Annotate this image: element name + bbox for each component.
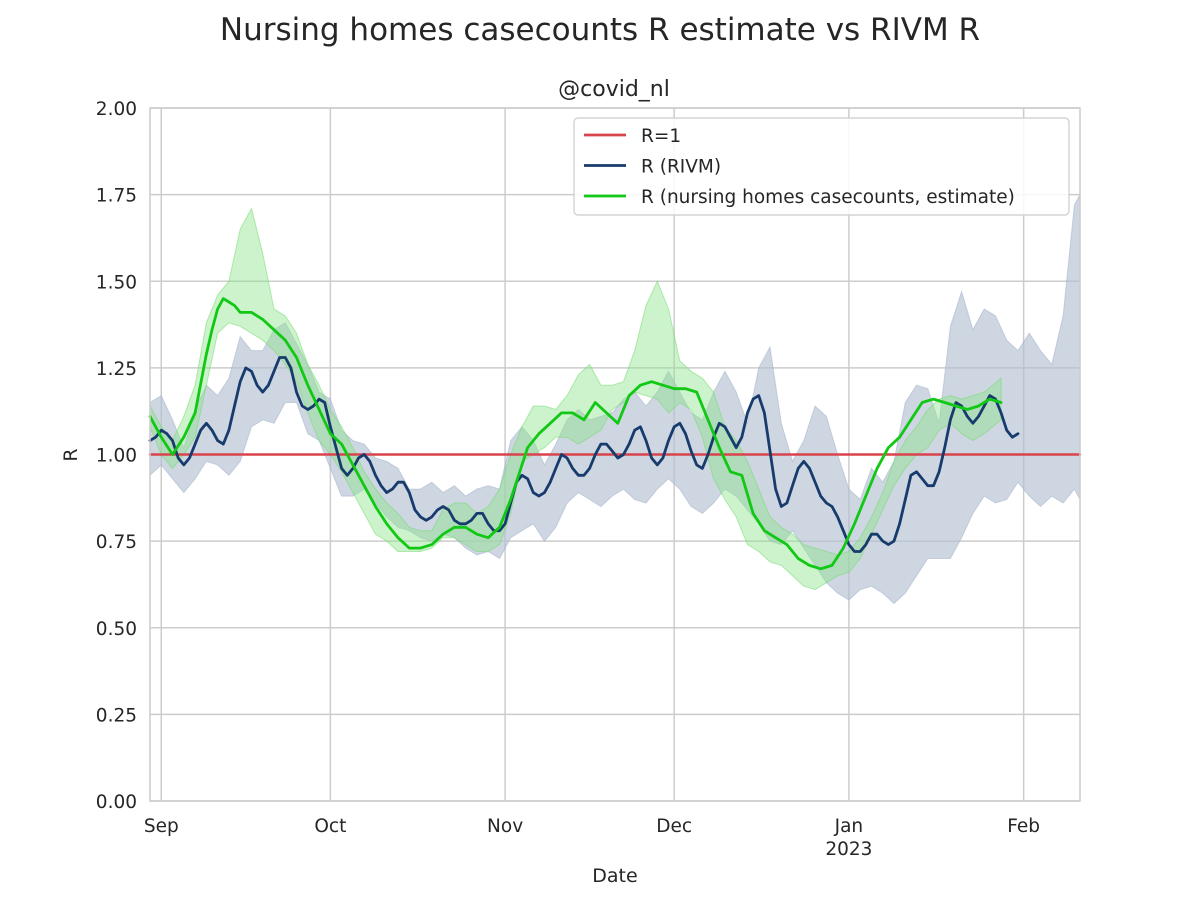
rivm-r-line [148, 356, 1020, 553]
y-tick-label: 2.00 [96, 99, 137, 120]
y-tick-label: 0.50 [96, 619, 137, 640]
x-tick-label: Dec [656, 816, 692, 837]
series-lines [148, 297, 1082, 571]
x-tick-label: Sep [144, 816, 179, 837]
legend: R=1 R (RIVM) R (nursing homes casecounts, … [573, 117, 1070, 216]
x-tick-sublabel: 2023 [825, 839, 872, 860]
x-tick-label: Oct [314, 816, 346, 837]
legend-entry-rivm-label: R (RIVM) [641, 157, 721, 178]
x-tick-label: Feb [1007, 816, 1040, 837]
nursing-confidence-band [149, 207, 1002, 591]
y-tick-label: 0.25 [96, 705, 137, 726]
legend-entry-nursing-homes-label: R (nursing homes casecounts, estimate) [641, 187, 1015, 208]
y-axis-title: R [60, 448, 82, 461]
y-tick-label: 1.75 [96, 186, 137, 207]
page-title: Nursing homes casecounts R estimate vs R… [219, 12, 981, 48]
x-axis-title: Date [592, 865, 637, 887]
x-tick-label: Jan [834, 816, 864, 837]
legend-entry-r1-label: R=1 [641, 126, 681, 147]
y-tick-label: 0.75 [96, 532, 137, 553]
y-tick-label: 1.00 [96, 446, 137, 467]
chart-subtitle: @covid_nl [558, 77, 670, 102]
legend-box [573, 117, 1070, 216]
y-tick-label: 0.00 [96, 792, 137, 813]
y-tick-label: 1.50 [96, 272, 137, 293]
y-tick-label: 1.25 [96, 359, 137, 380]
confidence-bands [149, 194, 1081, 605]
y-axis: 0.00 0.25 0.50 0.75 1.00 1.25 1.50 1.75 2.00 [96, 99, 137, 813]
nursing-homes-r-line [148, 297, 1003, 571]
plot-frame [149, 107, 1081, 802]
x-tick-label: Nov [487, 816, 523, 837]
